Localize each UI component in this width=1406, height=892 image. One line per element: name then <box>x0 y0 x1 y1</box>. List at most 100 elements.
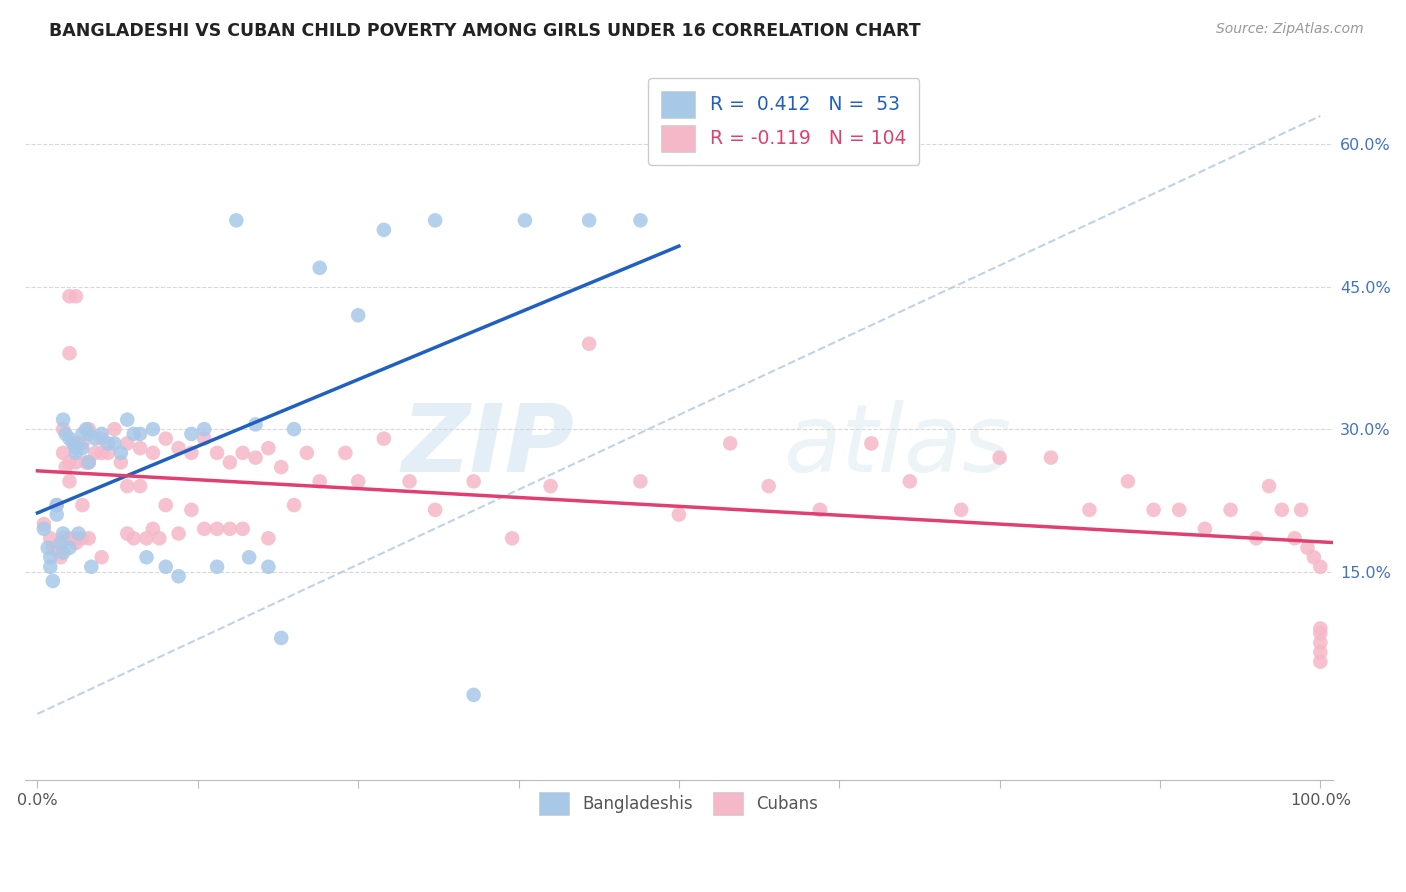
Point <box>1168 503 1191 517</box>
Point <box>52 422 75 436</box>
Point <box>142 522 165 536</box>
Point <box>117 479 139 493</box>
Point <box>39 531 62 545</box>
Point <box>84 446 107 460</box>
Point <box>1289 503 1312 517</box>
Point <box>540 479 562 493</box>
Point <box>58 541 80 555</box>
Point <box>97 436 120 450</box>
Point <box>39 559 62 574</box>
Point <box>308 475 330 489</box>
Point <box>122 531 145 545</box>
Point <box>283 422 305 436</box>
Point <box>90 426 112 441</box>
Point <box>135 531 157 545</box>
Point <box>347 475 370 489</box>
Point <box>62 436 84 450</box>
Text: ZIP: ZIP <box>401 400 574 491</box>
Point <box>398 475 420 489</box>
Point <box>180 446 202 460</box>
Point <box>1116 475 1139 489</box>
Point <box>758 479 780 493</box>
Point <box>335 446 357 460</box>
Point <box>58 289 80 303</box>
Point <box>205 559 228 574</box>
Point <box>90 446 112 460</box>
Point <box>232 446 254 460</box>
Point <box>65 536 87 550</box>
Point <box>77 426 100 441</box>
Point <box>58 475 80 489</box>
Point <box>308 260 330 275</box>
Point <box>90 550 112 565</box>
Legend: Bangladeshis, Cubans: Bangladeshis, Cubans <box>529 781 828 825</box>
Point <box>1284 531 1306 545</box>
Point <box>1258 479 1281 493</box>
Point <box>135 550 157 565</box>
Point <box>718 436 741 450</box>
Point <box>117 526 139 541</box>
Point <box>180 503 202 517</box>
Point <box>1271 503 1294 517</box>
Point <box>72 498 94 512</box>
Point <box>32 517 55 532</box>
Point <box>58 432 80 446</box>
Point <box>67 526 90 541</box>
Point <box>45 498 67 512</box>
Text: BANGLADESHI VS CUBAN CHILD POVERTY AMONG GIRLS UNDER 16 CORRELATION CHART: BANGLADESHI VS CUBAN CHILD POVERTY AMONG… <box>49 22 921 40</box>
Point <box>225 213 247 227</box>
Point <box>84 432 107 446</box>
Point <box>58 455 80 469</box>
Point <box>52 526 75 541</box>
Point <box>155 498 177 512</box>
Point <box>219 455 242 469</box>
Point <box>72 436 94 450</box>
Point <box>513 213 536 227</box>
Point <box>1309 626 1331 640</box>
Point <box>238 550 260 565</box>
Point <box>167 569 190 583</box>
Point <box>1303 550 1326 565</box>
Point <box>77 455 100 469</box>
Point <box>110 455 132 469</box>
Text: atlas: atlas <box>783 401 1012 491</box>
Point <box>1309 645 1331 659</box>
Point <box>49 550 72 565</box>
Point <box>65 455 87 469</box>
Point <box>270 460 292 475</box>
Point <box>180 426 202 441</box>
Point <box>77 455 100 469</box>
Point <box>72 426 94 441</box>
Point <box>129 479 152 493</box>
Point <box>52 545 75 559</box>
Point <box>463 688 485 702</box>
Point <box>45 498 67 512</box>
Point <box>373 432 395 446</box>
Point <box>860 436 883 450</box>
Point <box>75 455 97 469</box>
Point <box>501 531 523 545</box>
Point <box>1039 450 1062 465</box>
Point <box>155 559 177 574</box>
Point <box>193 422 215 436</box>
Point <box>988 450 1011 465</box>
Point <box>58 531 80 545</box>
Text: Source: ZipAtlas.com: Source: ZipAtlas.com <box>1216 22 1364 37</box>
Point <box>117 436 139 450</box>
Point <box>423 213 446 227</box>
Point <box>75 422 97 436</box>
Point <box>1309 559 1331 574</box>
Point <box>62 436 84 450</box>
Point <box>110 446 132 460</box>
Point <box>245 417 267 432</box>
Point <box>1078 503 1101 517</box>
Point <box>578 336 600 351</box>
Point <box>45 541 67 555</box>
Point <box>205 446 228 460</box>
Point <box>129 426 152 441</box>
Point <box>65 441 87 455</box>
Point <box>42 541 65 555</box>
Point <box>103 422 125 436</box>
Point <box>668 508 690 522</box>
Point <box>52 531 75 545</box>
